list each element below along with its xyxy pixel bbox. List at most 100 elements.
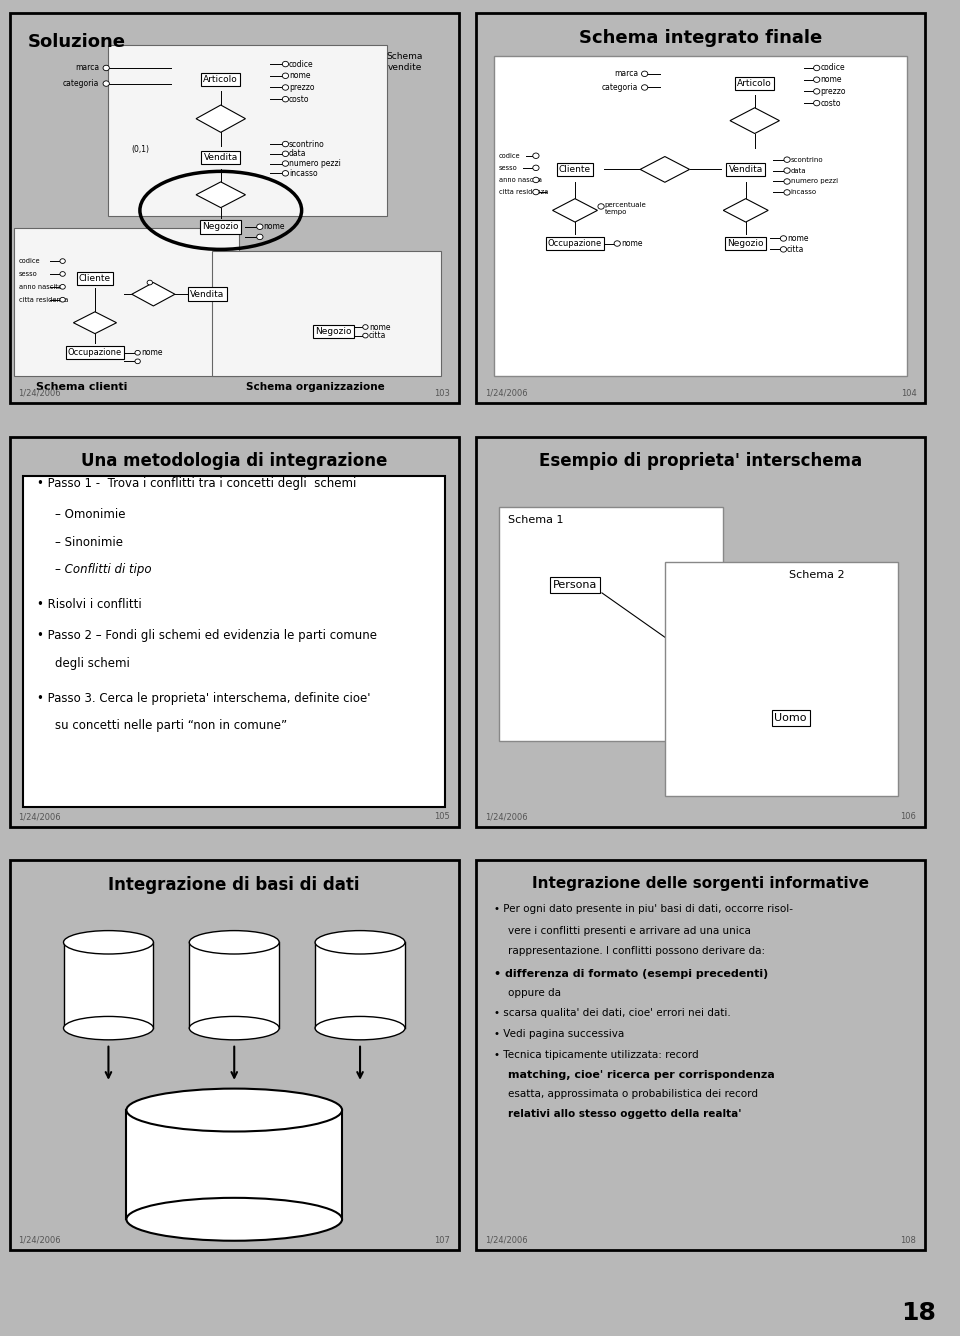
Text: – Omonimie: – Omonimie [55,509,125,521]
Text: prezzo: prezzo [289,83,315,92]
Circle shape [60,271,65,277]
Text: Schema 1: Schema 1 [508,514,564,525]
Text: costo: costo [820,99,841,108]
Text: tempo: tempo [605,210,627,215]
Circle shape [282,73,289,79]
Text: esatta, approssimata o probabilistica dei record: esatta, approssimata o probabilistica de… [508,1089,757,1100]
Text: Integrazione di basi di dati: Integrazione di basi di dati [108,876,360,894]
FancyBboxPatch shape [665,561,899,796]
Polygon shape [196,182,246,207]
Circle shape [784,190,790,195]
Text: Integrazione delle sorgenti informative: Integrazione delle sorgenti informative [532,876,870,891]
Polygon shape [196,106,246,132]
Text: Uomo: Uomo [775,712,807,723]
Circle shape [282,160,289,166]
Circle shape [147,281,153,285]
Text: Negozio: Negozio [203,222,239,231]
Text: nome: nome [289,71,310,80]
Text: prezzo: prezzo [820,87,846,96]
Text: Schema organizzazione: Schema organizzazione [246,382,385,391]
Text: citta: citta [369,331,386,341]
Text: nome: nome [621,239,642,248]
Text: Negozio: Negozio [728,239,764,248]
Text: Occupazione: Occupazione [68,349,122,357]
Circle shape [282,84,289,91]
Text: codice: codice [18,258,40,265]
Text: • Risolvi i conflitti: • Risolvi i conflitti [36,599,141,611]
Text: numero pezzi: numero pezzi [289,159,341,168]
Circle shape [784,168,790,174]
Circle shape [103,81,109,87]
Circle shape [533,166,540,171]
Circle shape [780,247,786,253]
Text: costo: costo [289,95,309,104]
Text: marca: marca [75,64,100,72]
Text: codice: codice [820,64,845,72]
Text: Cliente: Cliente [79,274,111,283]
Text: 18: 18 [901,1301,936,1325]
Text: • Per ogni dato presente in piu' basi di dati, occorre risol-: • Per ogni dato presente in piu' basi di… [494,904,793,914]
Text: marca: marca [613,69,637,79]
Text: • scarsa qualita' dei dati, cioe' errori nei dati.: • scarsa qualita' dei dati, cioe' errori… [494,1007,731,1018]
Text: Articolo: Articolo [737,79,772,88]
Text: codice: codice [289,60,314,68]
Text: rappresentazione. I conflitti possono derivare da:: rappresentazione. I conflitti possono de… [508,946,765,955]
Ellipse shape [315,931,405,954]
Circle shape [256,234,263,239]
Text: categoria: categoria [63,79,100,88]
Circle shape [614,240,620,246]
Text: nome: nome [369,322,391,331]
Polygon shape [723,199,768,222]
Text: • Tecnica tipicamente utilizzata: record: • Tecnica tipicamente utilizzata: record [494,1050,699,1061]
Circle shape [282,96,289,102]
Text: sesso: sesso [498,164,517,171]
Circle shape [60,298,65,302]
Text: • Vedi pagina successiva: • Vedi pagina successiva [494,1029,624,1039]
Circle shape [282,142,289,147]
Text: su concetti nelle parti “non in comune”: su concetti nelle parti “non in comune” [55,719,287,732]
Circle shape [256,224,263,230]
Text: data: data [289,150,306,158]
FancyBboxPatch shape [108,44,387,216]
Text: 103: 103 [434,389,450,398]
Circle shape [813,100,820,106]
Text: 1/24/2006: 1/24/2006 [18,389,61,398]
Text: scontrino: scontrino [289,139,324,148]
Text: categoria: categoria [602,83,637,92]
Text: Negozio: Negozio [315,327,351,335]
Text: degli schemi: degli schemi [55,656,130,669]
Text: anno nascita: anno nascita [498,176,541,183]
Text: anno nascita: anno nascita [18,283,61,290]
Polygon shape [132,282,175,306]
Circle shape [784,179,790,184]
Text: Una metodologia di integrazione: Una metodologia di integrazione [81,453,388,470]
Text: Esempio di proprieta' interschema: Esempio di proprieta' interschema [540,453,862,470]
Ellipse shape [63,931,154,954]
Text: data: data [791,167,806,174]
Ellipse shape [315,1017,405,1039]
Text: Cliente: Cliente [559,164,591,174]
Text: Vendita: Vendita [204,154,238,162]
Circle shape [363,325,368,330]
Circle shape [103,65,109,71]
Circle shape [282,171,289,176]
Text: percentuale: percentuale [605,202,646,207]
FancyBboxPatch shape [212,251,441,377]
Text: nome: nome [820,75,842,84]
Text: Persona: Persona [553,580,597,591]
FancyBboxPatch shape [498,508,723,741]
Circle shape [784,156,790,163]
Circle shape [533,154,540,159]
Circle shape [533,178,540,183]
Text: Vendita: Vendita [190,290,225,299]
Text: • Passo 2 – Fondi gli schemi ed evidenzia le parti comune: • Passo 2 – Fondi gli schemi ed evidenzi… [36,629,376,643]
Polygon shape [553,199,597,222]
Circle shape [135,359,140,363]
Text: nome: nome [141,349,163,357]
FancyBboxPatch shape [127,1110,342,1220]
Text: Occupazione: Occupazione [548,239,602,248]
Text: codice: codice [498,152,520,159]
Circle shape [363,333,368,338]
Text: 1/24/2006: 1/24/2006 [18,812,61,822]
Text: Schema 2: Schema 2 [789,569,845,580]
